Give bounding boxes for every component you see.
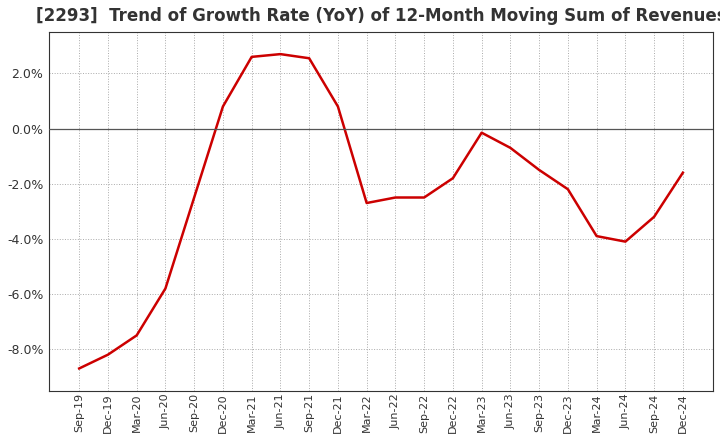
Title: [2293]  Trend of Growth Rate (YoY) of 12-Month Moving Sum of Revenues: [2293] Trend of Growth Rate (YoY) of 12-… [36,7,720,25]
